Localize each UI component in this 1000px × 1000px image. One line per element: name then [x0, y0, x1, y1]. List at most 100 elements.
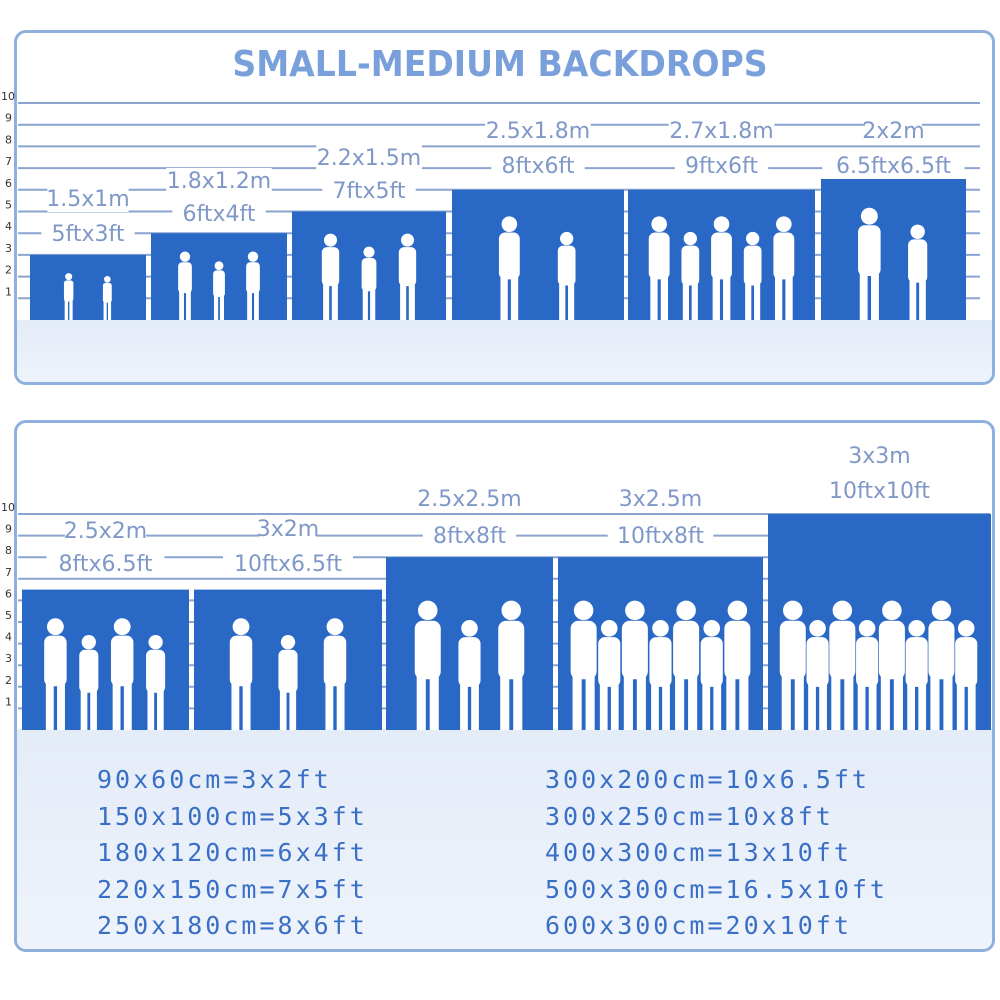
floor	[17, 729, 992, 949]
person-leg	[80, 685, 88, 730]
person-leg	[712, 271, 720, 320]
person-head	[501, 216, 518, 232]
person-silhouette	[498, 600, 525, 730]
person-body	[648, 232, 670, 280]
tick-label: 1	[5, 285, 12, 298]
person-leg	[471, 678, 479, 730]
person-body	[246, 262, 260, 294]
metric-label: 2.7x1.8m	[669, 119, 773, 144]
metric-label: 2.5x2m	[64, 519, 147, 544]
person-silhouette	[321, 233, 340, 320]
person-head	[418, 600, 438, 621]
backdrop-2x2m: 2x2m 6.5ftx6.5ft	[821, 118, 966, 320]
person-silhouette	[773, 216, 795, 320]
imperial-label-bg	[172, 201, 266, 227]
person-leg	[279, 685, 287, 730]
person-silhouette	[621, 600, 648, 730]
person-leg	[636, 668, 646, 730]
person-silhouette	[79, 635, 99, 730]
person-leg	[726, 668, 736, 730]
person-silhouette	[213, 261, 225, 320]
metric-label: 2.5x2.5m	[417, 487, 521, 512]
backdrop-2.7x1.8m: 2.7x1.8m 9ftx6ft	[628, 118, 815, 320]
person-body	[570, 620, 597, 680]
person-silhouette	[673, 600, 700, 730]
person-leg	[857, 678, 866, 730]
person-leg	[408, 279, 415, 320]
person-head	[400, 233, 415, 247]
person-leg	[943, 668, 953, 730]
tick-label: 4	[5, 220, 12, 233]
person-leg	[599, 678, 608, 730]
person-head	[676, 600, 696, 621]
metric-label: 2.5x1.8m	[486, 119, 590, 144]
person-silhouette	[146, 635, 166, 730]
person-head	[573, 600, 594, 621]
metric-label: 3x3m	[848, 444, 910, 469]
person-leg	[844, 668, 854, 730]
person-body	[908, 239, 928, 283]
floor	[17, 320, 992, 382]
imperial-label: 6ftx4ft	[183, 202, 256, 227]
person-silhouette	[44, 618, 67, 730]
person-head	[910, 224, 925, 239]
person-body	[102, 282, 112, 303]
imperial-label-bg	[41, 221, 135, 247]
person-body	[621, 620, 648, 680]
person-head	[600, 620, 618, 637]
backdrop-1.8x1.2m: 1.8x1.2m 6ftx4ft	[151, 168, 287, 320]
person-head	[783, 600, 803, 621]
person-head	[931, 600, 952, 621]
person-body	[878, 620, 905, 680]
person-leg	[157, 685, 164, 730]
person-silhouette	[856, 620, 879, 730]
person-head	[727, 600, 748, 621]
person-leg	[918, 678, 927, 730]
person-leg	[893, 668, 903, 730]
person-body	[414, 620, 441, 680]
person-silhouette	[700, 620, 723, 730]
person-leg	[610, 678, 619, 730]
person-leg	[785, 271, 793, 320]
person-leg	[868, 678, 877, 730]
person-body	[498, 232, 520, 280]
metric-label: 2.2x1.5m	[317, 146, 421, 171]
imperial-label-bg	[322, 178, 416, 204]
person-head	[809, 620, 826, 637]
person-leg	[651, 678, 659, 730]
size-entry: 600x300cm=20x10ft	[545, 911, 852, 940]
person-leg	[231, 677, 240, 730]
person-leg	[429, 668, 439, 730]
person-body	[724, 620, 751, 680]
person-head	[651, 216, 667, 232]
person-leg	[179, 287, 184, 320]
person-silhouette	[681, 231, 700, 320]
metric-label-bg	[485, 118, 591, 144]
person-body	[146, 649, 166, 693]
size-entry: 250x180cm=8x6ft	[97, 911, 368, 940]
person-head	[247, 251, 259, 262]
imperial-label: 10ftx10ft	[829, 479, 930, 504]
person-silhouette	[858, 207, 881, 320]
person-body	[779, 620, 806, 680]
person-body	[649, 637, 672, 687]
backdrop-bar	[30, 254, 146, 320]
person-silhouette	[878, 600, 905, 730]
person-head	[363, 246, 375, 258]
size-entry: 300x250cm=10x8ft	[545, 801, 834, 831]
tick-label: 5	[5, 199, 12, 212]
tick-label: 3	[5, 652, 12, 665]
person-head	[957, 620, 975, 637]
person-body	[681, 245, 700, 286]
person-leg	[103, 299, 107, 320]
imperial-label-bg	[422, 523, 517, 549]
size-entry: 300x200cm=10x6.5ft	[545, 765, 870, 794]
person-body	[905, 637, 928, 687]
person-leg	[909, 274, 917, 320]
person-leg	[247, 287, 252, 320]
backdrop-3x2m: 3x2m 10ftx6.5ft	[194, 516, 382, 730]
imperial-label-bg	[491, 153, 585, 179]
person-silhouette	[498, 216, 520, 320]
person-leg	[745, 278, 752, 320]
person-silhouette	[908, 224, 928, 320]
